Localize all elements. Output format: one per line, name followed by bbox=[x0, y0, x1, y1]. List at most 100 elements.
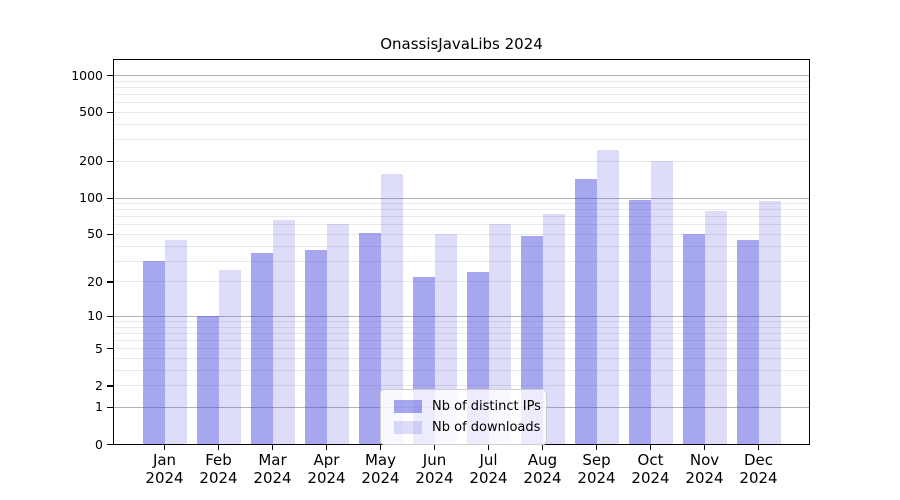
gridline-minor bbox=[114, 111, 809, 113]
legend-swatch-downloads bbox=[394, 421, 422, 434]
x-tick-label-jul: Jul 2024 bbox=[469, 451, 508, 487]
bar-downloads-jan bbox=[164, 239, 187, 444]
bar-downloads-may bbox=[380, 174, 403, 444]
bar-distinct-ips-oct bbox=[628, 200, 651, 444]
y-tick-100 bbox=[107, 197, 113, 199]
gridline-minor bbox=[114, 326, 809, 328]
bar-downloads-mar bbox=[272, 220, 295, 444]
y-tick-1 bbox=[107, 406, 113, 409]
y-tick-2 bbox=[107, 385, 113, 387]
y-tick-0 bbox=[107, 444, 113, 446]
gridline-minor bbox=[114, 94, 809, 96]
gridline-minor bbox=[114, 385, 809, 387]
x-tick-aug bbox=[541, 445, 544, 450]
x-tick-label-jun: Jun 2024 bbox=[415, 451, 454, 487]
gridline-major bbox=[114, 197, 809, 199]
x-tick-mar bbox=[271, 445, 274, 450]
x-tick-label-mar: Mar 2024 bbox=[253, 451, 292, 487]
gridline-minor bbox=[114, 209, 809, 211]
x-tick-dec bbox=[757, 445, 760, 450]
gridline-minor bbox=[114, 340, 809, 342]
gridline-minor bbox=[114, 139, 809, 141]
x-tick-label-feb: Feb 2024 bbox=[199, 451, 238, 487]
gridline-minor bbox=[114, 321, 809, 323]
x-tick-nov bbox=[703, 445, 706, 450]
bar-downloads-dec bbox=[758, 201, 781, 444]
bar-distinct-ips-mar bbox=[250, 252, 273, 444]
y-tick-label-100: 100 bbox=[79, 190, 103, 205]
gridline-minor bbox=[114, 160, 809, 162]
y-tick-50 bbox=[107, 233, 113, 236]
legend-label-distinct-ips: Nb of distinct IPs bbox=[432, 399, 541, 414]
y-tick-200 bbox=[107, 160, 113, 162]
y-tick-1000 bbox=[107, 75, 113, 77]
y-tick-label-1000: 1000 bbox=[71, 67, 103, 83]
gridline-minor bbox=[114, 233, 809, 235]
bar-distinct-ips-nov bbox=[682, 233, 705, 444]
y-tick-label-2: 2 bbox=[95, 377, 103, 393]
y-tick-label-500: 500 bbox=[79, 104, 103, 120]
bar-downloads-feb bbox=[218, 269, 241, 444]
x-tick-sep bbox=[595, 445, 598, 450]
x-tick-label-aug: Aug 2024 bbox=[523, 451, 562, 487]
bar-downloads-apr bbox=[326, 224, 349, 444]
plot-area bbox=[113, 59, 810, 445]
gridline-minor bbox=[114, 216, 809, 218]
gridline-minor bbox=[114, 102, 809, 104]
x-tick-label-dec: Dec 2024 bbox=[739, 451, 778, 487]
bar-downloads-aug bbox=[542, 214, 565, 444]
legend-swatch-distinct-ips bbox=[394, 400, 422, 413]
y-tick-label-200: 200 bbox=[79, 153, 103, 169]
bar-distinct-ips-feb bbox=[196, 315, 219, 444]
x-tick-feb bbox=[217, 445, 220, 450]
gridline-minor bbox=[114, 348, 809, 350]
gridline-minor bbox=[114, 224, 809, 226]
y-tick-label-0: 0 bbox=[95, 436, 103, 452]
bar-distinct-ips-apr bbox=[304, 249, 327, 444]
gridline-minor bbox=[114, 123, 809, 125]
y-tick-label-5: 5 bbox=[95, 340, 103, 356]
gridline-minor bbox=[114, 281, 809, 283]
gridline-major bbox=[114, 75, 809, 76]
y-tick-label-20: 20 bbox=[87, 273, 103, 289]
x-tick-label-apr: Apr 2024 bbox=[307, 451, 346, 487]
legend-item-downloads: Nb of downloads bbox=[394, 417, 546, 438]
gridline-minor bbox=[114, 260, 809, 262]
y-tick-500 bbox=[107, 111, 113, 114]
y-tick-10 bbox=[107, 315, 113, 318]
legend-label-downloads: Nb of downloads bbox=[432, 420, 541, 435]
x-tick-oct bbox=[649, 445, 652, 450]
chart-title: OnassisJavaLibs 2024 bbox=[380, 35, 543, 53]
gridline-minor bbox=[114, 358, 809, 360]
legend: Nb of distinct IPs Nb of downloads bbox=[380, 389, 547, 445]
x-tick-label-may: May 2024 bbox=[361, 451, 400, 487]
bar-downloads-sep bbox=[596, 149, 619, 444]
bar-downloads-oct bbox=[650, 160, 673, 444]
x-tick-jan bbox=[163, 445, 166, 450]
y-tick-20 bbox=[107, 281, 113, 283]
bar-distinct-ips-dec bbox=[736, 239, 759, 444]
gridline-minor bbox=[114, 80, 809, 82]
gridline-minor bbox=[114, 203, 809, 205]
bar-distinct-ips-sep bbox=[574, 178, 597, 444]
x-tick-label-sep: Sep 2024 bbox=[577, 451, 616, 487]
x-tick-label-nov: Nov 2024 bbox=[685, 451, 724, 487]
y-tick-label-50: 50 bbox=[87, 226, 103, 242]
bar-downloads-nov bbox=[704, 210, 727, 444]
gridline-minor bbox=[114, 86, 809, 88]
bar-distinct-ips-may bbox=[358, 232, 381, 444]
legend-item-distinct-ips: Nb of distinct IPs bbox=[394, 396, 546, 417]
y-tick-label-10: 10 bbox=[87, 308, 103, 324]
x-tick-may bbox=[379, 445, 382, 450]
gridline-minor bbox=[114, 245, 809, 247]
gridline-major bbox=[114, 315, 809, 317]
y-tick-5 bbox=[107, 348, 113, 350]
x-tick-apr bbox=[325, 445, 328, 450]
x-tick-label-jan: Jan 2024 bbox=[145, 451, 184, 487]
y-tick-label-1: 1 bbox=[95, 399, 103, 415]
gridline-minor bbox=[114, 332, 809, 334]
gridline-minor bbox=[114, 369, 809, 371]
x-tick-label-oct: Oct 2024 bbox=[631, 451, 670, 487]
bar-distinct-ips-jan bbox=[142, 260, 165, 444]
